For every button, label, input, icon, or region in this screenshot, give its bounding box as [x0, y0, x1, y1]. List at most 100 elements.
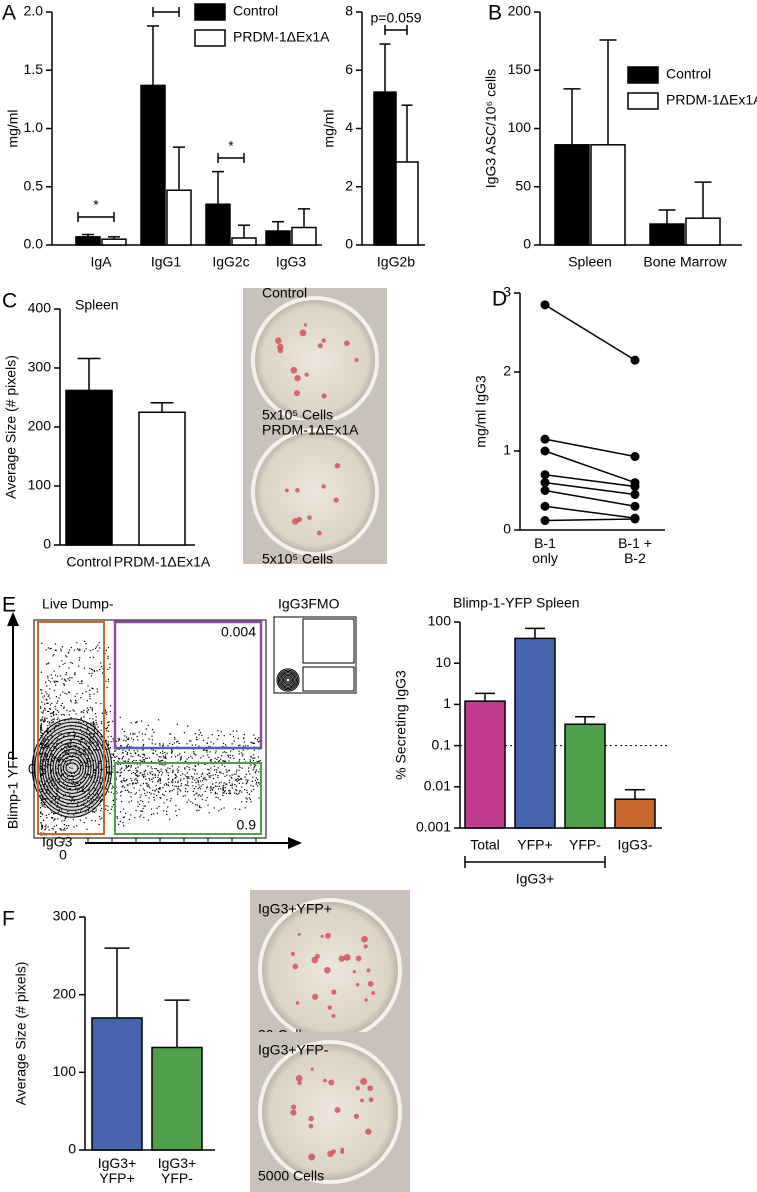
event [184, 761, 186, 763]
event [57, 789, 59, 791]
event [51, 735, 53, 737]
event [218, 785, 220, 787]
event [126, 784, 129, 786]
event [107, 771, 109, 774]
event [45, 753, 47, 755]
event [40, 795, 42, 797]
event [240, 752, 242, 754]
event [110, 783, 112, 785]
event [176, 776, 178, 778]
event [78, 759, 81, 761]
event [41, 827, 43, 829]
event [158, 791, 160, 794]
event [96, 691, 99, 693]
event [186, 777, 188, 780]
event [41, 743, 43, 745]
event [160, 797, 162, 799]
event [85, 761, 87, 763]
event [61, 769, 63, 771]
event [40, 762, 43, 765]
event [106, 748, 108, 751]
event [61, 660, 63, 662]
event [56, 739, 58, 742]
event [223, 782, 225, 784]
event [210, 787, 212, 789]
event [123, 769, 125, 772]
event [52, 749, 55, 751]
event [81, 788, 83, 790]
event [130, 737, 133, 739]
event [79, 649, 81, 651]
event [193, 751, 195, 753]
event [81, 731, 83, 733]
contour [65, 762, 79, 774]
panel-letter: E [2, 594, 16, 617]
event [117, 771, 119, 774]
event [40, 724, 43, 726]
event [215, 781, 217, 784]
event [250, 801, 252, 803]
event [51, 779, 53, 781]
event [40, 753, 42, 755]
event [186, 743, 188, 745]
spot [297, 932, 301, 936]
event [84, 741, 86, 743]
event [124, 735, 126, 737]
event [180, 783, 183, 785]
event [73, 710, 75, 712]
event [186, 784, 188, 786]
event [213, 807, 215, 809]
bar [685, 217, 721, 246]
event [224, 775, 226, 777]
event [246, 789, 248, 791]
event [178, 742, 180, 745]
event [97, 793, 99, 796]
event [130, 800, 133, 802]
event [128, 764, 130, 767]
spot [295, 488, 300, 493]
event [57, 760, 59, 762]
legend-label: Control [233, 3, 278, 19]
event [210, 767, 212, 769]
y-tick-label: 300 [53, 908, 77, 924]
event [207, 737, 209, 739]
event [64, 752, 66, 754]
spot [354, 357, 359, 363]
event [157, 780, 159, 782]
event [55, 684, 57, 686]
event [122, 816, 124, 819]
event [163, 764, 165, 766]
event [158, 787, 161, 789]
event [206, 786, 208, 788]
event [132, 783, 134, 785]
event [209, 789, 212, 791]
event [136, 763, 138, 765]
event [229, 791, 231, 793]
event [52, 721, 54, 723]
event [42, 719, 44, 721]
event [220, 808, 222, 810]
event [208, 812, 210, 814]
event [69, 743, 71, 745]
y-tick-label: 0.5 [24, 177, 44, 193]
event [125, 736, 128, 738]
event [194, 798, 196, 800]
event [132, 756, 134, 758]
arrow-head [7, 612, 19, 626]
event [91, 707, 93, 709]
point [630, 482, 640, 492]
event [192, 802, 194, 804]
event [151, 771, 153, 773]
event [236, 793, 238, 796]
event [250, 764, 252, 766]
event [69, 649, 71, 651]
event [40, 727, 43, 729]
event [96, 741, 99, 743]
event [41, 767, 43, 769]
x-tick-label: Spleen [568, 254, 612, 270]
event [238, 765, 241, 767]
event [196, 773, 198, 775]
event [121, 767, 123, 769]
event [111, 787, 113, 789]
event [58, 781, 60, 783]
